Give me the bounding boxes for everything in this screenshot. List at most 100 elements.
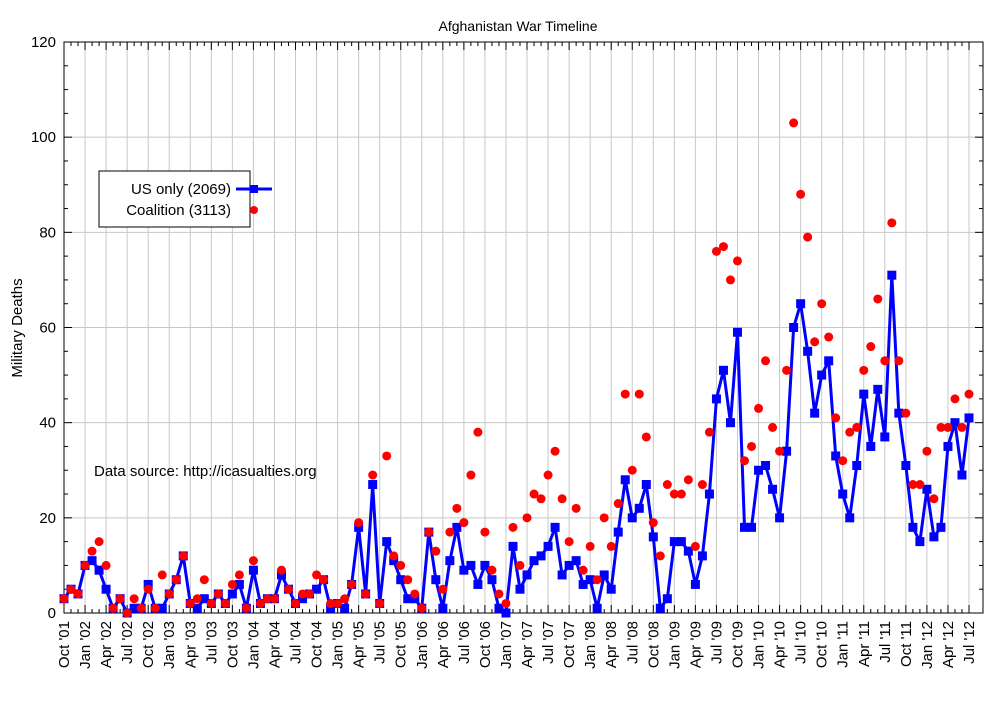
- us-point: [431, 575, 441, 585]
- coalition-point: [234, 570, 244, 580]
- us-point: [326, 603, 336, 613]
- x-tick-label: Jul '07: [540, 621, 557, 664]
- coalition-point: [206, 598, 216, 608]
- us-point: [445, 556, 455, 566]
- coalition-point: [213, 589, 223, 599]
- coalition-point: [171, 575, 181, 585]
- x-tick-label: Jul '06: [456, 621, 473, 664]
- coalition-point: [417, 603, 427, 613]
- coalition-point: [810, 337, 820, 347]
- us-point: [803, 346, 813, 356]
- us-point: [915, 537, 925, 547]
- us-point: [578, 579, 588, 589]
- us-point: [782, 446, 792, 456]
- legend-label-coalition: Coalition (3113): [126, 202, 231, 219]
- coalition-point: [831, 413, 841, 423]
- coalition-point: [676, 489, 686, 499]
- x-tick-label: Apr '06: [435, 621, 452, 668]
- x-tick-labels: Oct '01 Jan '02 Apr '02 Jul '02 Oct '02 Jan '…: [56, 621, 978, 669]
- x-tick-label: Apr '11: [856, 621, 873, 667]
- coalition-point: [199, 575, 209, 585]
- us-point: [403, 594, 413, 604]
- coalition-point: [319, 575, 329, 585]
- coalition-point: [824, 332, 834, 342]
- coalition-point: [557, 494, 567, 504]
- coalition-point: [361, 589, 371, 599]
- coalition-point: [269, 594, 279, 604]
- legend: US only (2069) Coalition (3113): [98, 170, 272, 228]
- x-tick-label: Apr '09: [687, 621, 704, 668]
- x-tick-label: Jan '06: [414, 621, 431, 669]
- coalition-point: [59, 594, 69, 604]
- y-tick-label: 40: [39, 415, 56, 432]
- coalition-point: [894, 356, 904, 366]
- us-point: [662, 594, 672, 604]
- us-point: [690, 579, 700, 589]
- us-point: [592, 603, 602, 613]
- coalition-point: [620, 389, 630, 399]
- coalition-point: [389, 551, 399, 561]
- us-point: [613, 527, 623, 537]
- coalition-point: [718, 242, 728, 252]
- us-point: [880, 432, 890, 442]
- coalition-point: [101, 560, 111, 570]
- us-point: [564, 560, 574, 570]
- us-point: [571, 556, 581, 566]
- x-tick-label: Jan '09: [666, 621, 683, 669]
- coalition-point: [747, 441, 757, 451]
- us-point: [487, 575, 497, 585]
- coalition-point: [740, 456, 750, 466]
- y-tick-label: 20: [39, 510, 56, 527]
- coalition-point: [185, 598, 195, 608]
- grid-lines: [63, 41, 983, 614]
- x-tick-label: Oct '05: [393, 621, 410, 668]
- us-point: [234, 579, 244, 589]
- coalition-point: [768, 422, 778, 432]
- coalition-point: [354, 518, 364, 528]
- us-point: [789, 323, 799, 332]
- us-point: [480, 560, 490, 570]
- us-point: [354, 522, 364, 532]
- coalition-point: [789, 118, 799, 128]
- us-point: [368, 480, 378, 490]
- coalition-point: [564, 537, 574, 547]
- us-point: [887, 270, 897, 280]
- x-tick-label: Apr '12: [940, 621, 957, 668]
- us-point: [466, 560, 476, 570]
- coalition-point: [845, 427, 855, 437]
- y-tick-label: 100: [31, 129, 56, 146]
- us-point: [810, 408, 820, 418]
- x-tick-label: Jul '12: [961, 621, 978, 664]
- coalition-point: [255, 598, 265, 608]
- us-point: [950, 418, 960, 428]
- us-line: [62, 273, 971, 615]
- y-tick-label: 120: [31, 34, 56, 51]
- us-point: [515, 584, 525, 594]
- coalition-point: [508, 522, 518, 532]
- x-tick-label: Jan '11: [835, 621, 852, 668]
- coalition-point: [690, 541, 700, 551]
- coalition-point: [115, 594, 125, 604]
- coalition-point: [522, 513, 532, 523]
- x-tick-label: Oct '08: [645, 621, 662, 668]
- us-point: [627, 513, 637, 523]
- us-point: [248, 565, 258, 575]
- coalition-point: [627, 465, 637, 475]
- coalition-point: [368, 470, 378, 480]
- x-tick-label: Apr '05: [351, 621, 368, 668]
- x-tick-label: Oct '04: [309, 621, 326, 668]
- coalition-point: [466, 470, 476, 480]
- x-tick-label: Jan '07: [498, 621, 515, 669]
- us-point: [459, 565, 469, 575]
- coalition-point: [157, 570, 167, 580]
- us-point: [276, 570, 286, 580]
- coalition-point: [606, 541, 616, 551]
- coalition-point: [662, 480, 672, 490]
- x-tick-label: Jul '05: [372, 621, 389, 664]
- us-point: [550, 522, 560, 532]
- coalition-point: [424, 527, 434, 537]
- us-point: [129, 603, 139, 613]
- coalition-point: [957, 422, 967, 432]
- y-tick-label: 60: [39, 320, 56, 337]
- us-point: [901, 460, 911, 470]
